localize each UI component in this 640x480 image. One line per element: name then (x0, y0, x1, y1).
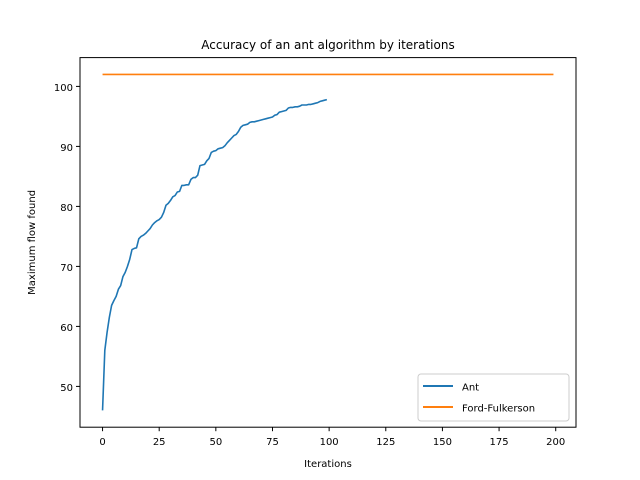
x-tick-label: 150 (433, 437, 452, 448)
x-tick-label: 100 (320, 437, 339, 448)
plot-frame (79, 57, 577, 428)
legend-box (417, 373, 570, 422)
x-axis-label: Iterations (304, 459, 352, 470)
y-tick-label: 70 (60, 263, 73, 274)
x-tick-label: 75 (266, 437, 279, 448)
x-tick-label: 125 (376, 437, 395, 448)
legend-label-ford-fulkerson: Ford-Fulkerson (462, 404, 535, 415)
y-axis: 50 60 70 80 90 100 (54, 83, 80, 394)
x-tick-label: 175 (490, 437, 509, 448)
chart-title: Accuracy of an ant algorithm by iteratio… (201, 38, 454, 52)
legend-label-ant: Ant (462, 383, 479, 394)
x-tick-label: 25 (153, 437, 166, 448)
y-tick-label: 60 (60, 323, 73, 334)
y-axis-label: Maximum flow found (27, 190, 38, 295)
x-tick-label: 200 (546, 437, 565, 448)
x-tick-label: 0 (99, 437, 105, 448)
series-line-ant (101, 98, 328, 411)
y-tick-label: 100 (54, 83, 73, 94)
x-tick-label: 50 (209, 437, 222, 448)
series-layer (101, 73, 554, 411)
legend: Ant Ford-Fulkerson (417, 373, 570, 422)
x-axis: 0 25 50 75 100 125 150 175 200 (99, 427, 565, 448)
y-tick-label: 90 (60, 143, 73, 154)
y-tick-label: 50 (60, 383, 73, 394)
y-tick-label: 80 (60, 203, 73, 214)
